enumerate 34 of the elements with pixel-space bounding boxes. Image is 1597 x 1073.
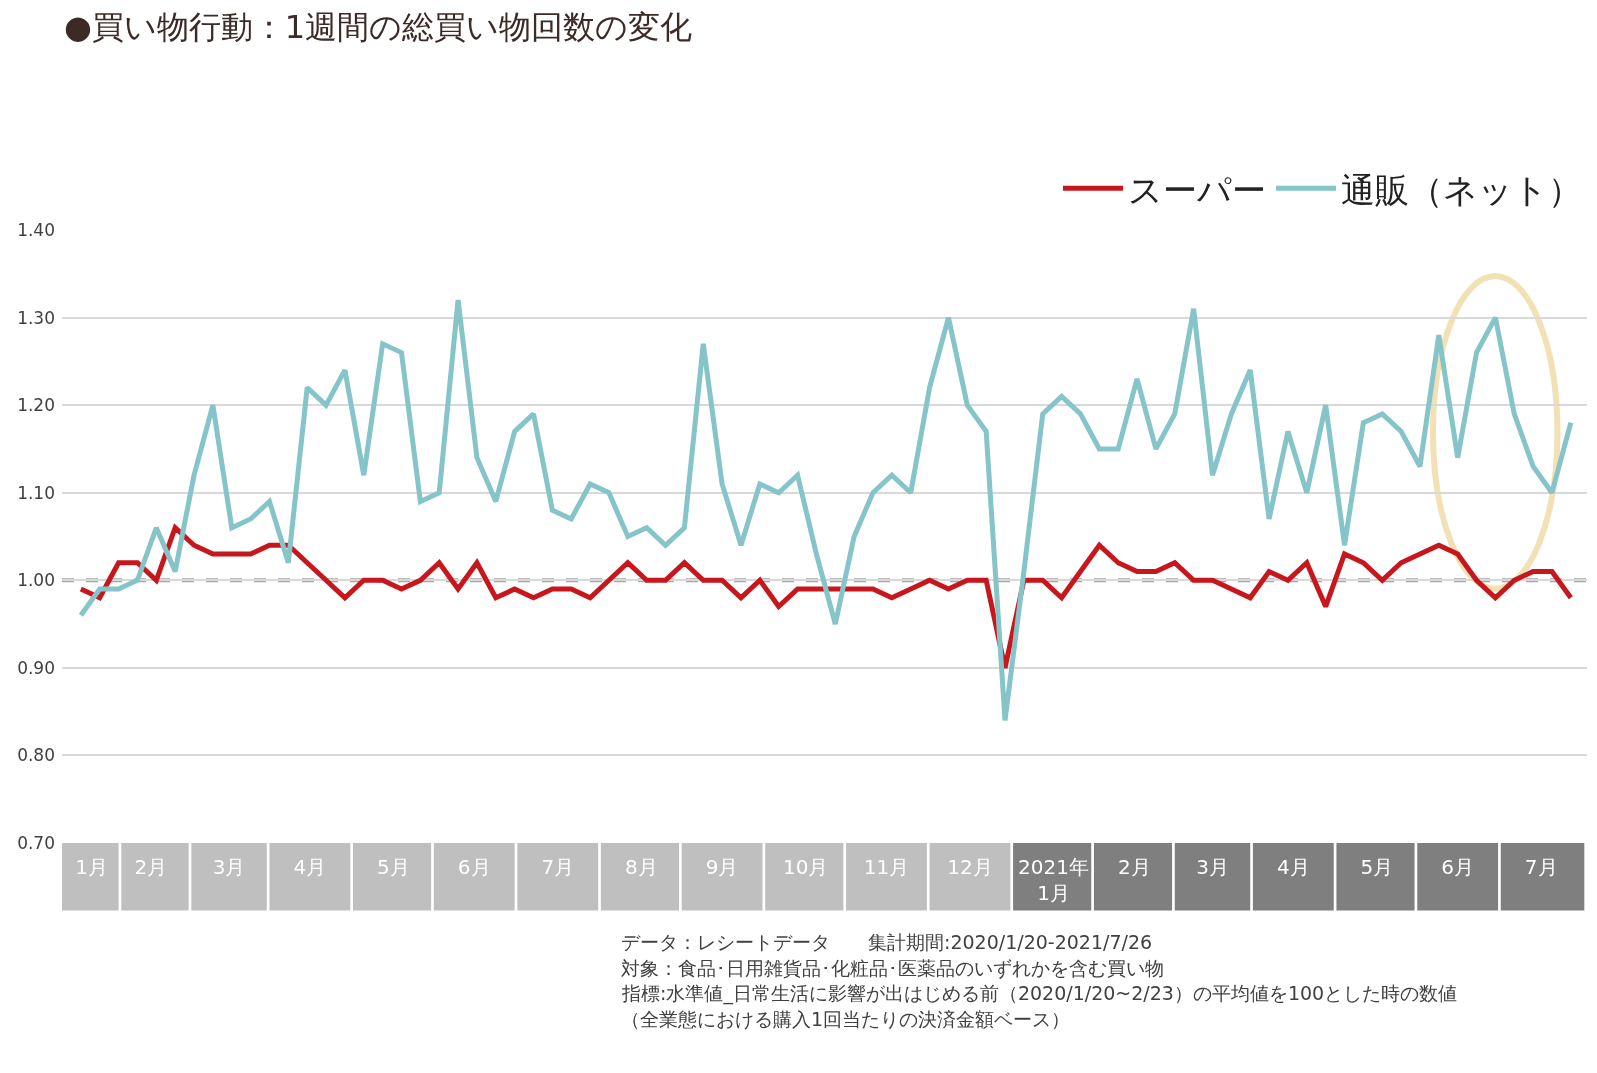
y-tick-label: 0.80 [17, 745, 55, 766]
text: 指標:水準値_日常生活に影響が出はじめる前（2020/1/20~2/23）の平均値を100とした時の数値 [621, 982, 1458, 1005]
text: 対象：食品･日用雑貨品･化粧品･医薬品のいずれかを含む買い物 [621, 957, 1164, 979]
x-tick-label: 3月 [212, 855, 246, 879]
y-tick-label: 1.30 [17, 307, 55, 328]
x-tick-label: 1月 [75, 855, 109, 879]
legend-label: スーパー [1128, 169, 1266, 210]
x-tick-label: 6月 [457, 855, 491, 879]
y-tick-label: 1.20 [17, 395, 55, 416]
x-tick-label: 11月 [863, 855, 910, 879]
y-tick-label: 0.90 [17, 657, 55, 678]
x-tick-label: 8月 [624, 855, 658, 879]
x-tick-label: 7月 [541, 855, 575, 879]
x-tick-label: 2月 [1117, 855, 1151, 879]
x-tick-label: 2021年 1月 [1018, 855, 1089, 905]
x-tick-label: 2月 [134, 855, 168, 879]
x-tick-label: 9月 [705, 855, 739, 879]
x-tick-label: 6月 [1441, 855, 1475, 879]
chart-title: ●買い物行動：1週間の総買い物回数の変化 [63, 8, 693, 47]
y-tick-label: 1.00 [17, 570, 55, 591]
text: データ：レシートデータ 集計期間:2020/1/20-2021/7/26 [621, 931, 1153, 953]
x-tick-label: 3月 [1196, 855, 1229, 879]
x-tick-label: 12月 [947, 855, 993, 879]
y-tick-label: 1.40 [17, 219, 55, 240]
y-tick-label: 0.70 [17, 832, 55, 853]
x-tick-label: 4月 [1276, 855, 1310, 879]
x-tick-label: 5月 [377, 855, 410, 879]
legend-label: 通販（ネット） [1341, 169, 1582, 210]
x-tick-label: 10月 [782, 855, 829, 879]
x-tick-label: 4月 [293, 855, 327, 879]
text: （全業態における購入1回当たりの決済金額ベース） [621, 1008, 1071, 1030]
x-tick-label: 7月 [1524, 855, 1558, 879]
y-tick-label: 1.10 [17, 482, 55, 503]
x-tick-label: 5月 [1360, 855, 1394, 879]
